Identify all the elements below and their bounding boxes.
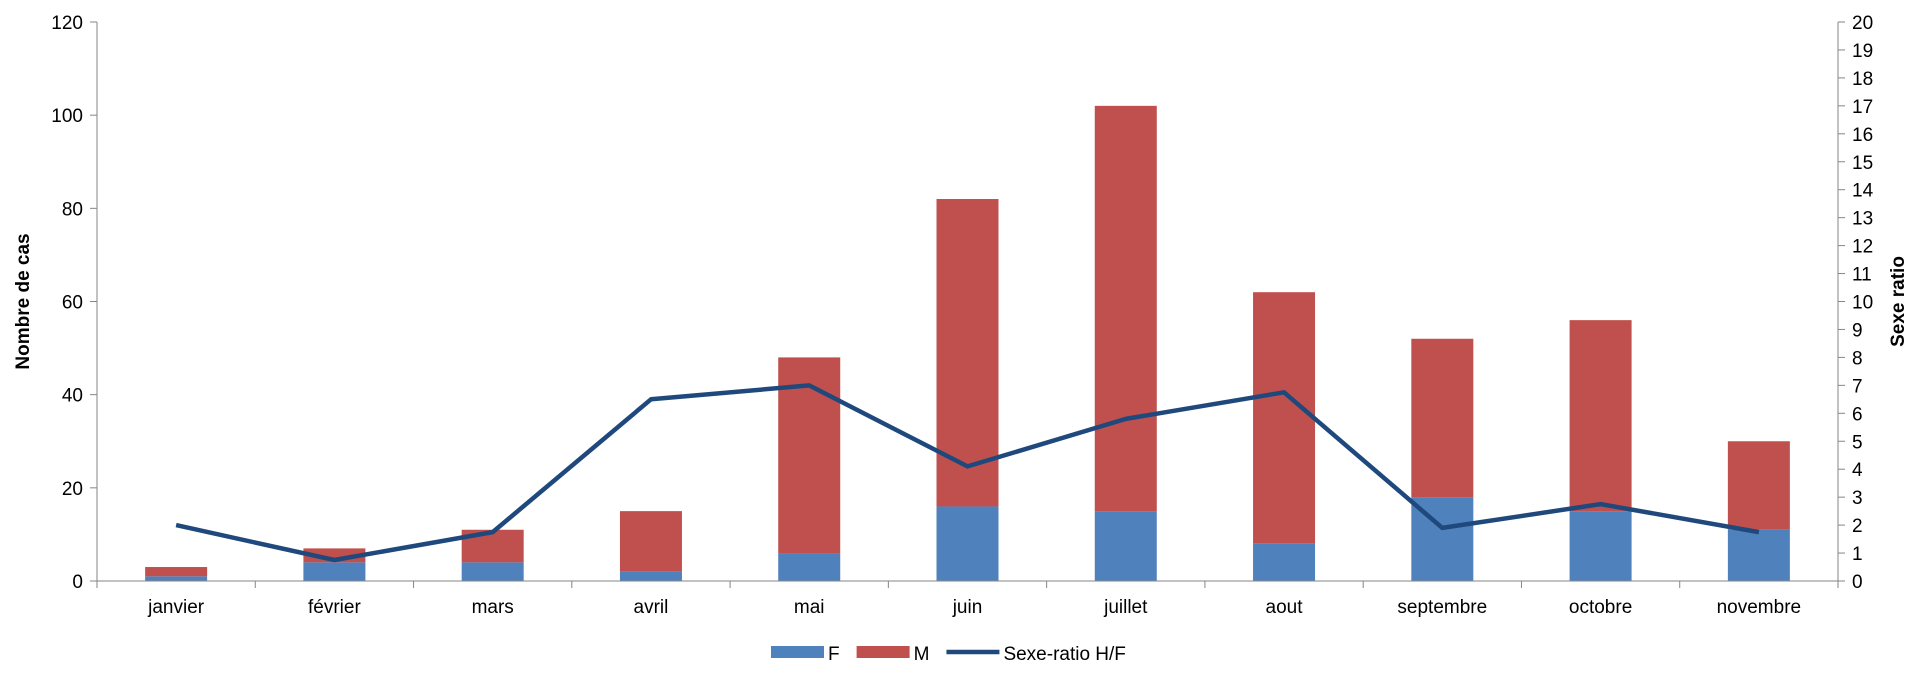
bar-f-1: [303, 562, 366, 581]
bar-f-6: [1094, 511, 1157, 581]
bar-m-8: [1411, 338, 1474, 498]
y-right-tick-label: 6: [1852, 404, 1863, 425]
bar-f-7: [1253, 543, 1316, 581]
x-tick-label-6: juillet: [1103, 597, 1148, 618]
x-tick-label-0: janvier: [147, 597, 205, 618]
y-right-tick-label: 19: [1852, 41, 1873, 62]
y-left-tick-label: 20: [62, 479, 83, 500]
y-left-tick-label: 60: [62, 293, 83, 314]
y-right-tick-label: 3: [1852, 488, 1863, 509]
y-right-tick-label: 13: [1852, 209, 1873, 230]
y-right-tick-label: 4: [1852, 460, 1863, 481]
bar-m-10: [1727, 441, 1790, 530]
bar-f-0: [145, 576, 208, 581]
y-right-tick-label: 14: [1852, 181, 1874, 202]
legend-label-f: F: [828, 644, 840, 665]
y-right-tick-label: 1: [1852, 544, 1863, 565]
y-left-tick-label: 0: [72, 572, 83, 593]
y-axis-left-title: Nombre de cas: [13, 233, 34, 369]
y-right-tick-label: 5: [1852, 432, 1863, 453]
y-right-tick-label: 18: [1852, 69, 1873, 90]
bar-m-9: [1569, 320, 1632, 512]
bar-m-4: [778, 357, 841, 554]
legend-label-m: M: [914, 644, 930, 665]
bar-f-3: [619, 571, 682, 581]
y-right-tick-label: 9: [1852, 320, 1863, 341]
bar-f-10: [1727, 529, 1790, 581]
bar-f-2: [461, 562, 524, 581]
legend-label-sex-ratio: Sexe-ratio H/F: [1003, 644, 1125, 665]
x-tick-label-1: février: [308, 597, 361, 618]
y-axis-right-title: Sexe ratio: [1888, 256, 1909, 347]
y-left-tick-label: 100: [51, 106, 83, 127]
y-left-tick-label: 80: [62, 199, 83, 220]
line-series-sex-ratio: [175, 383, 1760, 563]
x-tick-label-7: aout: [1266, 597, 1304, 618]
legend-swatch-f: [771, 646, 824, 658]
bar-m-3: [619, 511, 682, 572]
y-right-tick-label: 17: [1852, 97, 1873, 118]
bar-m-7: [1253, 292, 1316, 544]
bar-f-4: [778, 553, 841, 581]
y-right-tick-label: 16: [1852, 125, 1873, 146]
y-right-tick-label: 20: [1852, 13, 1873, 34]
x-tick-label-10: novembre: [1717, 597, 1802, 618]
y-right-tick-label: 15: [1852, 153, 1873, 174]
x-tick-label-3: avril: [634, 597, 669, 618]
y-right-tick-label: 2: [1852, 516, 1863, 537]
y-right-tick-label: 12: [1852, 237, 1873, 258]
x-tick-label-5: juin: [952, 597, 983, 618]
y-right-tick-label: 10: [1852, 293, 1873, 314]
bar-f-5: [936, 506, 999, 581]
x-tick-label-2: mars: [472, 597, 514, 618]
y-left-tick-label: 120: [51, 13, 83, 34]
legend-swatch-m: [856, 646, 910, 658]
y-right-tick-label: 0: [1852, 572, 1863, 593]
bar-f-9: [1569, 511, 1632, 581]
x-tick-label-4: mai: [794, 597, 825, 618]
y-left-tick-label: 40: [62, 386, 83, 407]
bar-m-6: [1094, 105, 1157, 512]
x-tick-label-9: octobre: [1569, 597, 1632, 618]
bar-m-0: [145, 567, 208, 577]
y-right-tick-label: 8: [1852, 348, 1863, 369]
y-right-tick-label: 7: [1852, 376, 1863, 397]
y-right-tick-label: 11: [1852, 265, 1872, 286]
x-tick-label-8: septembre: [1397, 597, 1487, 618]
